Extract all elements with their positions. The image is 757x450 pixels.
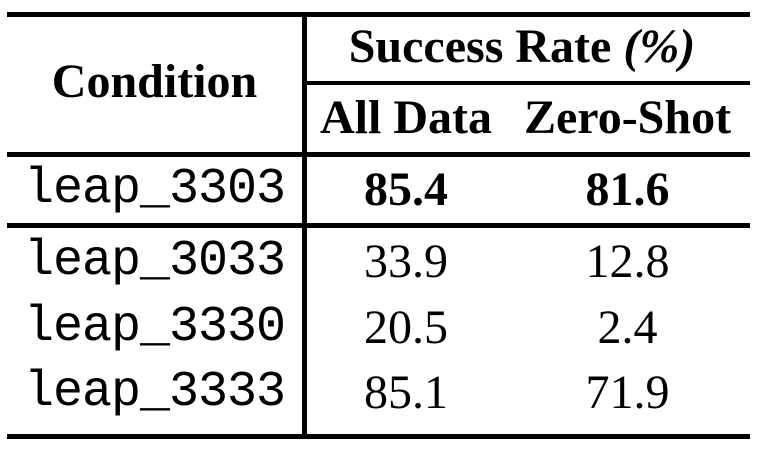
zero-shot-cell: 12.8 [585,235,670,288]
all-data-cell: 20.5 [364,301,448,354]
condition-cell: leap_3303 [23,161,286,218]
condition-column-header: Condition [51,55,258,108]
column-divider-rule [302,12,307,439]
condition-cell: leap_3330 [23,299,286,356]
condition-cell: leap_3333 [23,364,286,421]
zero-shot-cell: 81.6 [585,163,670,216]
group-header-bottom-rule [302,81,750,85]
success-rate-label: Success Rate [348,20,612,73]
zero-shot-column-header: Zero-Shot [523,91,732,144]
success-rate-group-header: Success Rate (%) [307,14,737,80]
all-data-cell: 85.1 [364,366,448,419]
table-bottom-rule [7,434,750,439]
header-bottom-rule [7,152,750,157]
all-data-cell: 33.9 [364,235,448,288]
all-data-cell: 85.4 [364,163,448,216]
table-top-rule [7,12,750,17]
zero-shot-cell: 2.4 [597,301,658,354]
zero-shot-cell: 71.9 [585,366,670,419]
first-row-bottom-rule [7,223,750,228]
all-data-column-header: All Data [320,91,492,144]
percent-unit-label: (%) [623,20,696,73]
condition-cell: leap_3033 [23,233,286,290]
